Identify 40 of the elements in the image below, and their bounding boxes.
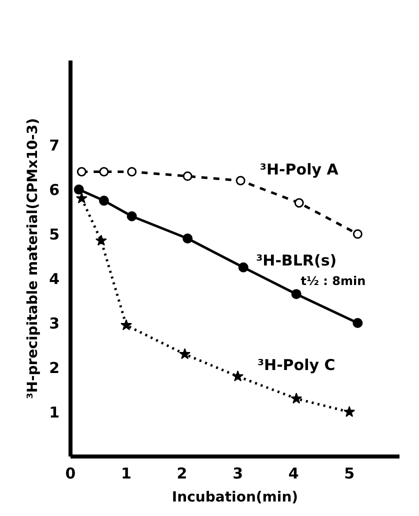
series-label: ³H-Poly A <box>260 160 339 178</box>
x-tick-label: 1 <box>121 464 132 482</box>
y-tick-label: 3 <box>49 314 60 333</box>
point <box>182 233 193 244</box>
point <box>127 166 137 176</box>
x-tick-label: 3 <box>232 464 244 482</box>
x-tick-label: 2 <box>176 464 188 482</box>
point <box>120 319 132 330</box>
point <box>99 166 109 176</box>
point <box>182 171 192 181</box>
y-tick-label: 1 <box>49 404 60 422</box>
y-tick-label: 5 <box>49 226 60 244</box>
annotation: t½ : 8min <box>300 274 366 288</box>
point <box>76 192 88 204</box>
point <box>352 229 362 239</box>
point <box>76 166 86 176</box>
point <box>294 198 304 208</box>
series-label: ³H-BLR(s) <box>256 252 337 270</box>
point <box>179 348 191 360</box>
point <box>236 176 246 186</box>
y-tick-label: 7 <box>49 136 60 155</box>
point <box>238 262 248 272</box>
x-tick-label: 4 <box>288 464 299 482</box>
x-axis-title: Incubation(min) <box>172 490 298 506</box>
point <box>126 211 137 222</box>
point <box>74 184 84 195</box>
y-tick-label: 2 <box>49 359 60 378</box>
y-axis-title: ³H-precipitable material(CPMx10-3) <box>25 118 42 399</box>
y-tick-label: 4 <box>49 270 60 288</box>
point <box>291 289 302 300</box>
point <box>344 406 356 417</box>
y-tick-label: 6 <box>49 181 60 200</box>
point <box>95 234 107 246</box>
point <box>98 196 109 206</box>
point <box>290 392 302 404</box>
x-tick-label: 5 <box>344 464 355 482</box>
point <box>232 370 244 382</box>
point <box>352 318 363 328</box>
x-tick-label: 0 <box>65 464 76 482</box>
series-label: ³H-Poly C <box>257 356 336 374</box>
